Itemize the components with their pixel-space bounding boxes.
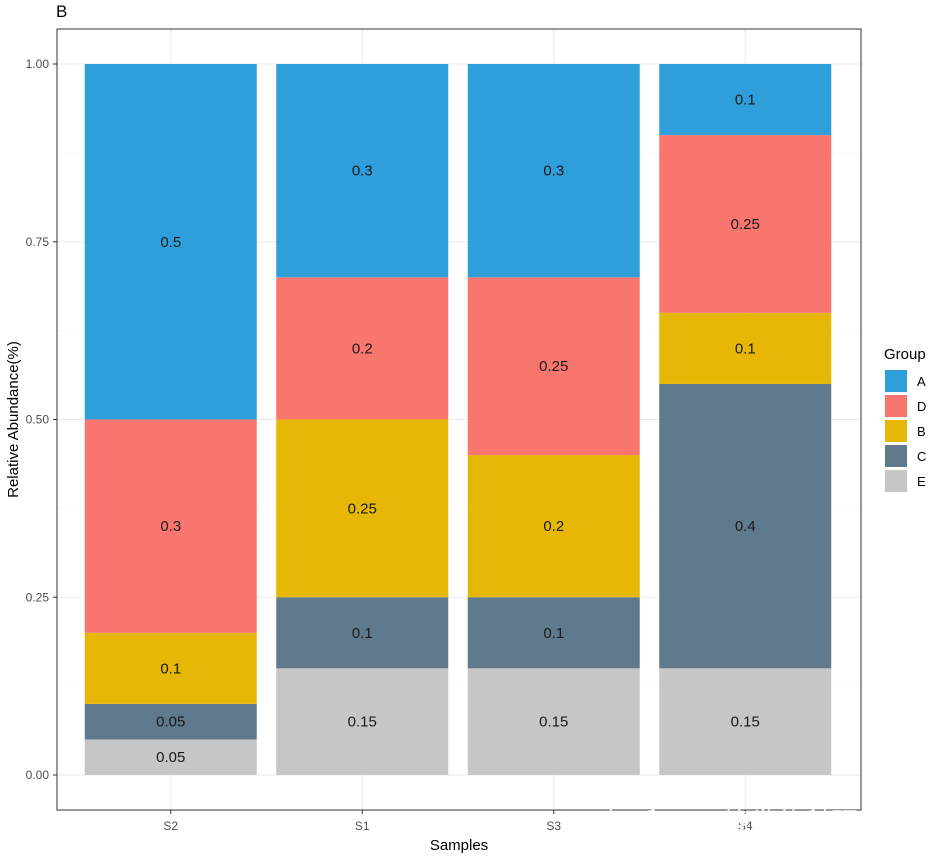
bar-S3-B (467, 455, 640, 598)
y-tick-label: 1.00 (26, 57, 50, 71)
legend-key-B (885, 420, 907, 442)
x-tick-label-S2: S2 (163, 819, 178, 833)
y-tick-label: 0.75 (26, 235, 50, 249)
legend-label-C: C (917, 449, 926, 464)
bar-S4-C (659, 383, 832, 669)
data-label-S2-A: 0.5 (160, 234, 181, 251)
bar-S4-E (659, 668, 832, 775)
bar-S1-E (276, 668, 449, 775)
data-label-S2-B: 0.1 (160, 660, 181, 677)
y-axis-ticks: 0.00 0.25 0.50 0.75 1.00 (26, 57, 57, 782)
bar-S2-C (84, 703, 257, 740)
data-label-S1-B: 0.25 (348, 500, 377, 517)
x-axis-title: Samples (430, 837, 488, 854)
data-label-S2-E: 0.05 (156, 749, 185, 766)
legend-label-B: B (917, 424, 926, 439)
y-tick-label: 0.25 (26, 590, 50, 604)
data-label-S1-D: 0.2 (352, 340, 373, 357)
data-label-S4-C: 0.4 (735, 518, 756, 535)
data-label-S4-A: 0.1 (735, 92, 756, 109)
legend-key-A (885, 370, 907, 392)
bar-S3-D (467, 277, 640, 456)
bar-S1-C (276, 597, 449, 669)
data-label-S3-A: 0.3 (543, 163, 564, 180)
data-label-S3-D: 0.25 (539, 358, 568, 375)
data-label-S1-A: 0.3 (352, 163, 373, 180)
data-label-S3-B: 0.2 (543, 518, 564, 535)
y-tick-label: 0.50 (26, 413, 50, 427)
x-axis-ticks: S2 S1 S3 S4 (163, 810, 753, 833)
legend-key-E (885, 470, 907, 492)
data-label-S2-D: 0.3 (160, 518, 181, 535)
bar-S4-D (659, 135, 832, 313)
data-label-S2-C: 0.05 (156, 714, 185, 731)
data-labels: 0.05 0.05 0.1 0.3 0.5 0.15 0.1 0.25 0.2 0.3 0.15 0.… (156, 92, 760, 767)
legend-label-A: A (917, 374, 926, 389)
bar-S2-E (84, 739, 257, 775)
bar-S4-B (659, 312, 832, 384)
x-tick-label-S1: S1 (355, 819, 370, 833)
x-tick-label-S4: S4 (738, 819, 753, 833)
panel-tag: B (56, 2, 68, 21)
data-label-S3-E: 0.15 (539, 714, 568, 731)
data-label-S3-C: 0.1 (543, 625, 564, 642)
legend-key-C (885, 445, 907, 467)
bar-S3-E (467, 668, 640, 775)
data-label-S4-D: 0.25 (731, 216, 760, 233)
bar-S2-D (84, 419, 257, 633)
legend-label-E: E (917, 474, 926, 489)
bar-S1-D (276, 277, 449, 420)
legend-title: Group (884, 346, 926, 363)
legend-label-D: D (917, 399, 926, 414)
data-label-S4-E: 0.15 (731, 714, 760, 731)
legend-key-D (885, 395, 907, 417)
bar-S3-C (467, 597, 640, 669)
bar-S4-A (659, 64, 832, 136)
bar-S1-A (276, 64, 449, 278)
x-tick-label-S3: S3 (546, 819, 561, 833)
y-tick-label: 0.00 (26, 768, 50, 782)
bars (84, 64, 832, 775)
bar-S2-B (84, 632, 257, 704)
bar-S1-B (276, 419, 449, 598)
data-label-S1-E: 0.15 (348, 714, 377, 731)
data-label-S4-B: 0.1 (735, 340, 756, 357)
data-label-S1-C: 0.1 (352, 625, 373, 642)
bar-S2-A (84, 64, 257, 420)
y-axis-title: Relative Abundance(%) (5, 341, 22, 498)
bar-S3-A (467, 64, 640, 278)
